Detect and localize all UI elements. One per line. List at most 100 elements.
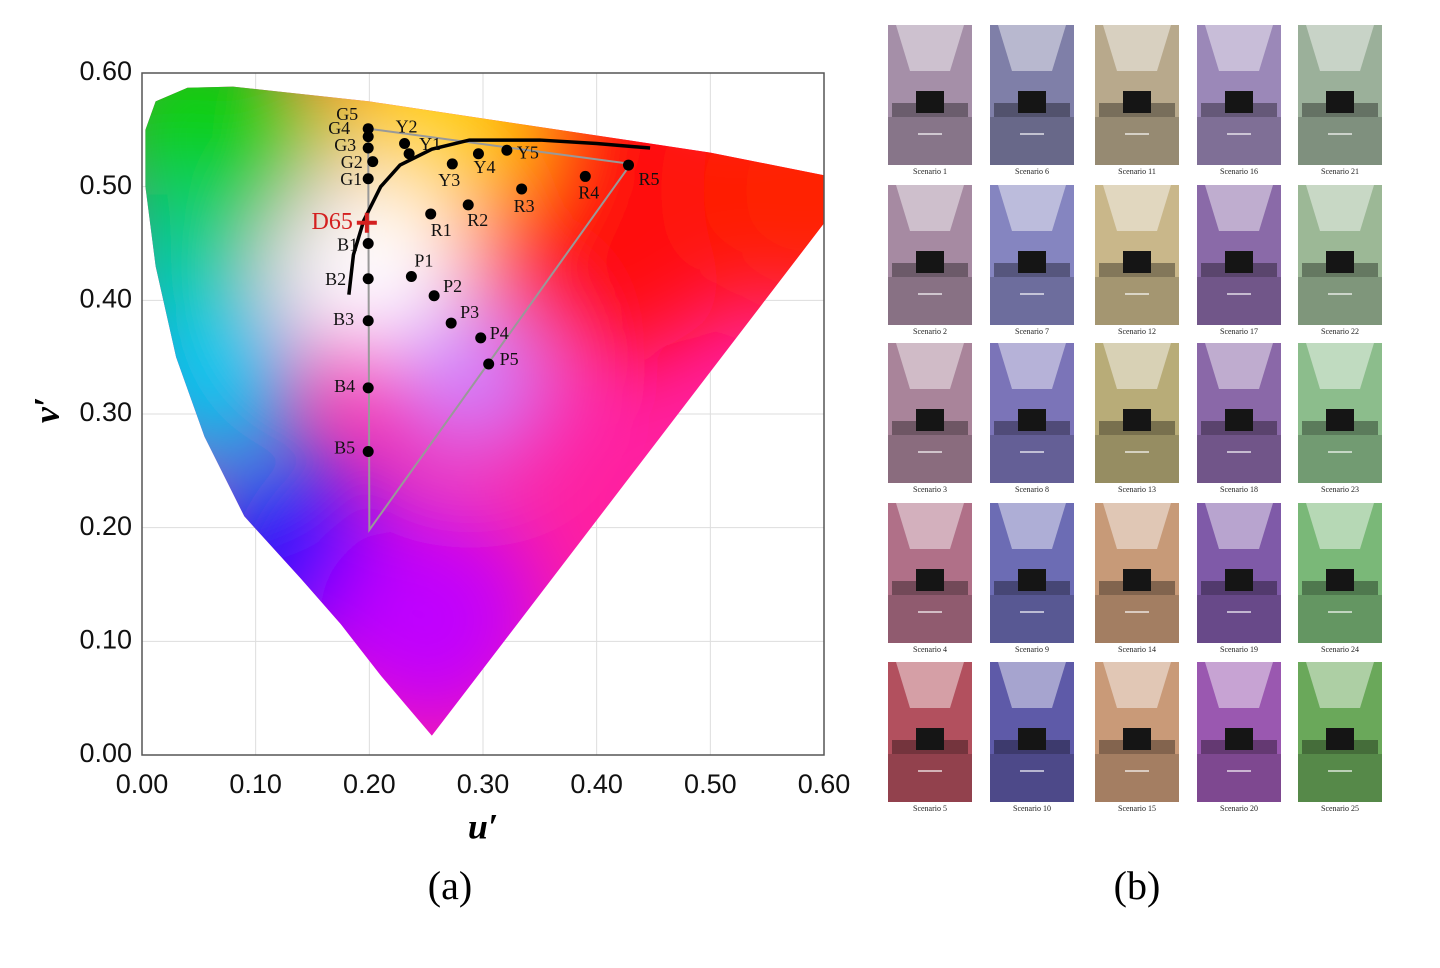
- scenario-caption: Scenario 19: [1220, 645, 1258, 654]
- photo-table: [1328, 133, 1352, 135]
- photo-floor: [990, 595, 1074, 643]
- photo-screen: [916, 569, 944, 591]
- scenario-photo: [1095, 185, 1179, 325]
- photo-screen: [1326, 569, 1354, 591]
- photo-screen: [1123, 91, 1151, 113]
- panel-label: (b): [1114, 863, 1161, 908]
- photo-screen: [916, 728, 944, 750]
- point-label: R4: [578, 183, 599, 203]
- scenario-photo: [990, 662, 1074, 802]
- data-point: [446, 158, 458, 170]
- photo-floor: [1298, 435, 1382, 483]
- photo-floor: [1298, 117, 1382, 165]
- photo-screen: [1326, 409, 1354, 431]
- point-label: G4: [328, 118, 350, 138]
- y-tick-label: 0.10: [79, 624, 132, 654]
- photo-ceiling-light: [1306, 185, 1374, 231]
- photo-screen: [1123, 728, 1151, 750]
- photo-table: [1227, 611, 1251, 613]
- photo-floor: [888, 595, 972, 643]
- scenario-caption: Scenario 18: [1220, 485, 1258, 494]
- scenario-photo: [1095, 662, 1179, 802]
- photo-table: [1328, 611, 1352, 613]
- planckian-locus: [347, 138, 651, 295]
- photo-ceiling-light: [896, 503, 964, 549]
- photo-ceiling-light: [1306, 503, 1374, 549]
- photo-ceiling-light: [896, 662, 964, 708]
- photo-ceiling-light: [1205, 343, 1273, 389]
- photo-ceiling-light: [998, 25, 1066, 71]
- x-tick-label: 0.50: [684, 769, 737, 799]
- photo-screen: [1018, 569, 1046, 591]
- scenario-photo: [1298, 25, 1382, 165]
- point-label: P4: [490, 323, 509, 343]
- y-axis-label: v′: [26, 397, 66, 423]
- scenario-photo: [1197, 503, 1281, 643]
- photo-floor: [1095, 117, 1179, 165]
- photo-table: [918, 770, 942, 772]
- photo-floor: [1197, 754, 1281, 802]
- photo-floor: [888, 117, 972, 165]
- data-point: [362, 142, 374, 154]
- photo-ceiling-light: [998, 503, 1066, 549]
- y-tick-label: 0.30: [79, 397, 132, 427]
- scenario-photo: [1298, 185, 1382, 325]
- photo-table: [1020, 611, 1044, 613]
- y-tick-label: 0.60: [79, 56, 132, 86]
- point-label: P2: [443, 276, 462, 296]
- point-label: B4: [334, 376, 355, 396]
- scenario-caption: Scenario 24: [1321, 645, 1359, 654]
- scenario-caption: Scenario 10: [1013, 804, 1051, 813]
- point-label: Y2: [396, 117, 418, 137]
- y-tick-label: 0.20: [79, 511, 132, 541]
- scenario-photo: [1197, 343, 1281, 483]
- photo-table: [918, 293, 942, 295]
- photo-table: [1227, 293, 1251, 295]
- photo-table: [918, 611, 942, 613]
- scenario-photo: [1298, 343, 1382, 483]
- point-label: Y4: [473, 157, 495, 177]
- point-label: P1: [414, 251, 433, 271]
- photo-ceiling-light: [998, 662, 1066, 708]
- photo-ceiling-light: [1306, 343, 1374, 389]
- photo-floor: [888, 435, 972, 483]
- photo-ceiling-light: [896, 185, 964, 231]
- point-label: B5: [334, 438, 355, 458]
- photo-floor: [1298, 595, 1382, 643]
- x-tick-label: 0.20: [343, 769, 396, 799]
- photo-screen: [916, 409, 944, 431]
- scenario-caption: Scenario 11: [1118, 167, 1156, 176]
- scenario-photo: [888, 503, 972, 643]
- point-label: Y3: [438, 170, 460, 190]
- point-label: P5: [500, 349, 519, 369]
- photo-table: [1227, 133, 1251, 135]
- photo-table: [1020, 133, 1044, 135]
- photo-table: [1328, 770, 1352, 772]
- scenario-photo: [1197, 185, 1281, 325]
- point-label: B3: [333, 309, 354, 329]
- data-point: [579, 170, 591, 182]
- photo-table: [1125, 611, 1149, 613]
- point-label: R3: [514, 196, 535, 216]
- scenario-photo: [888, 343, 972, 483]
- point-label: G3: [334, 135, 356, 155]
- reference-point: [356, 212, 377, 233]
- gamut-triangle: [367, 127, 633, 534]
- photo-table: [1125, 293, 1149, 295]
- photo-ceiling-light: [1103, 185, 1171, 231]
- photo-ceiling-light: [896, 343, 964, 389]
- x-tick-label: 0.40: [570, 769, 623, 799]
- scenario-caption: Scenario 20: [1220, 804, 1258, 813]
- scenario-caption: Scenario 15: [1118, 804, 1156, 813]
- x-tick-label: 0.30: [457, 769, 510, 799]
- scenario-photo: [1095, 25, 1179, 165]
- point-label: Y1: [419, 134, 441, 154]
- point-label: Y5: [517, 142, 539, 162]
- photo-floor: [1298, 754, 1382, 802]
- scenario-caption: Scenario 6: [1015, 167, 1049, 176]
- photo-floor: [888, 754, 972, 802]
- photo-table: [1227, 770, 1251, 772]
- chromaticity-gamut: [145, 86, 824, 736]
- y-tick-label: 0.00: [79, 738, 132, 768]
- photo-floor: [990, 277, 1074, 325]
